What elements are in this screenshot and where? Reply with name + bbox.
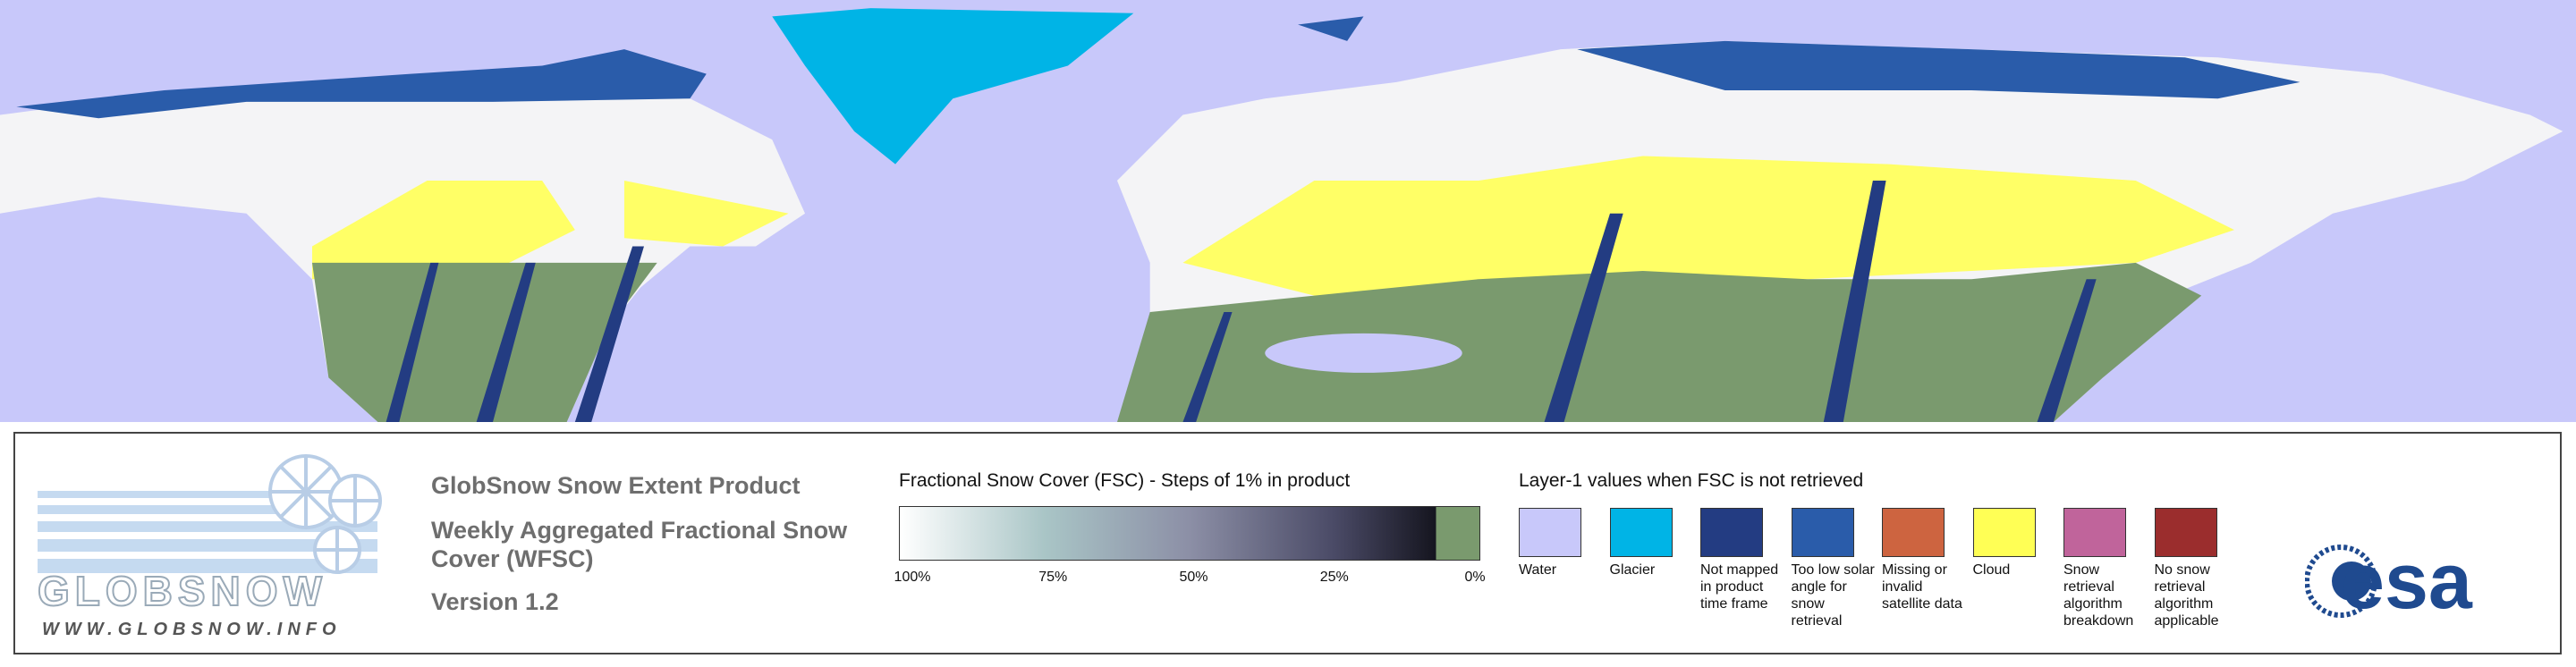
colorbar-label: 75% — [1038, 570, 1068, 585]
version: Version 1.2 — [431, 588, 559, 615]
cloud-area — [623, 181, 789, 247]
legend-title: Layer-1 values when FSC is not retrieved — [1519, 470, 1864, 491]
low-solar-angle — [16, 49, 707, 119]
sea — [1265, 333, 1462, 373]
snow-free-land — [1116, 262, 2202, 422]
esa-text: esa — [2341, 541, 2473, 625]
legend-label: Glacier — [1609, 562, 1656, 578]
legend-swatch — [2154, 508, 2217, 557]
legend-label: Not mapped in product time frame — [1700, 562, 1779, 612]
legend-label: Missing or invalid satellite data — [1882, 562, 1962, 612]
legend-swatch — [1972, 508, 2036, 557]
colorbar-label: 0% — [1464, 570, 1486, 585]
cloud-area — [1182, 156, 2234, 296]
legend-label: No snow retrieval algorithm applicable — [2154, 562, 2219, 629]
legend-label: Too low solar angle for snow retrieval — [1791, 562, 1875, 629]
legend-swatch — [2063, 508, 2126, 557]
legend-label: Cloud — [1972, 562, 2011, 578]
legend-swatch — [1882, 508, 1945, 557]
colorbar — [899, 506, 1480, 561]
logo-text: GLOBSNOW — [38, 568, 327, 614]
legend-panel: GLOBSNOW WWW.GLOBSNOW.INFO GlobSnow Snow… — [13, 432, 2562, 654]
snow-map — [0, 0, 2576, 422]
cloud-area — [311, 181, 575, 280]
logo-url: WWW.GLOBSNOW.INFO — [42, 620, 342, 639]
legend-label: Water — [1519, 562, 1557, 578]
title: GlobSnow Snow Extent Product — [431, 472, 801, 499]
legend-swatch — [1791, 508, 1854, 557]
legend-swatch — [1700, 508, 1763, 557]
low-solar-angle — [1577, 40, 2301, 99]
unmapped-swaths — [386, 181, 2097, 422]
legend-swatch — [1519, 508, 1581, 557]
legend-swatch — [1609, 508, 1673, 557]
subtitle: Weekly Aggregated Fractional Snow Cover … — [431, 517, 848, 572]
colorbar-title: Fractional Snow Cover (FSC) - Steps of 1… — [899, 470, 1351, 491]
colorbar-label: 25% — [1319, 570, 1349, 585]
globsnow-logo: GLOBSNOW WWW.GLOBSNOW.INFO — [37, 454, 382, 639]
legend-label: Snow retrieval algorithm breakdown — [2063, 562, 2134, 629]
esa-logo: esa — [2305, 541, 2473, 625]
greenland-glacier — [772, 8, 1134, 165]
colorbar-label: 100% — [894, 570, 931, 585]
colorbar-label: 50% — [1179, 570, 1208, 585]
